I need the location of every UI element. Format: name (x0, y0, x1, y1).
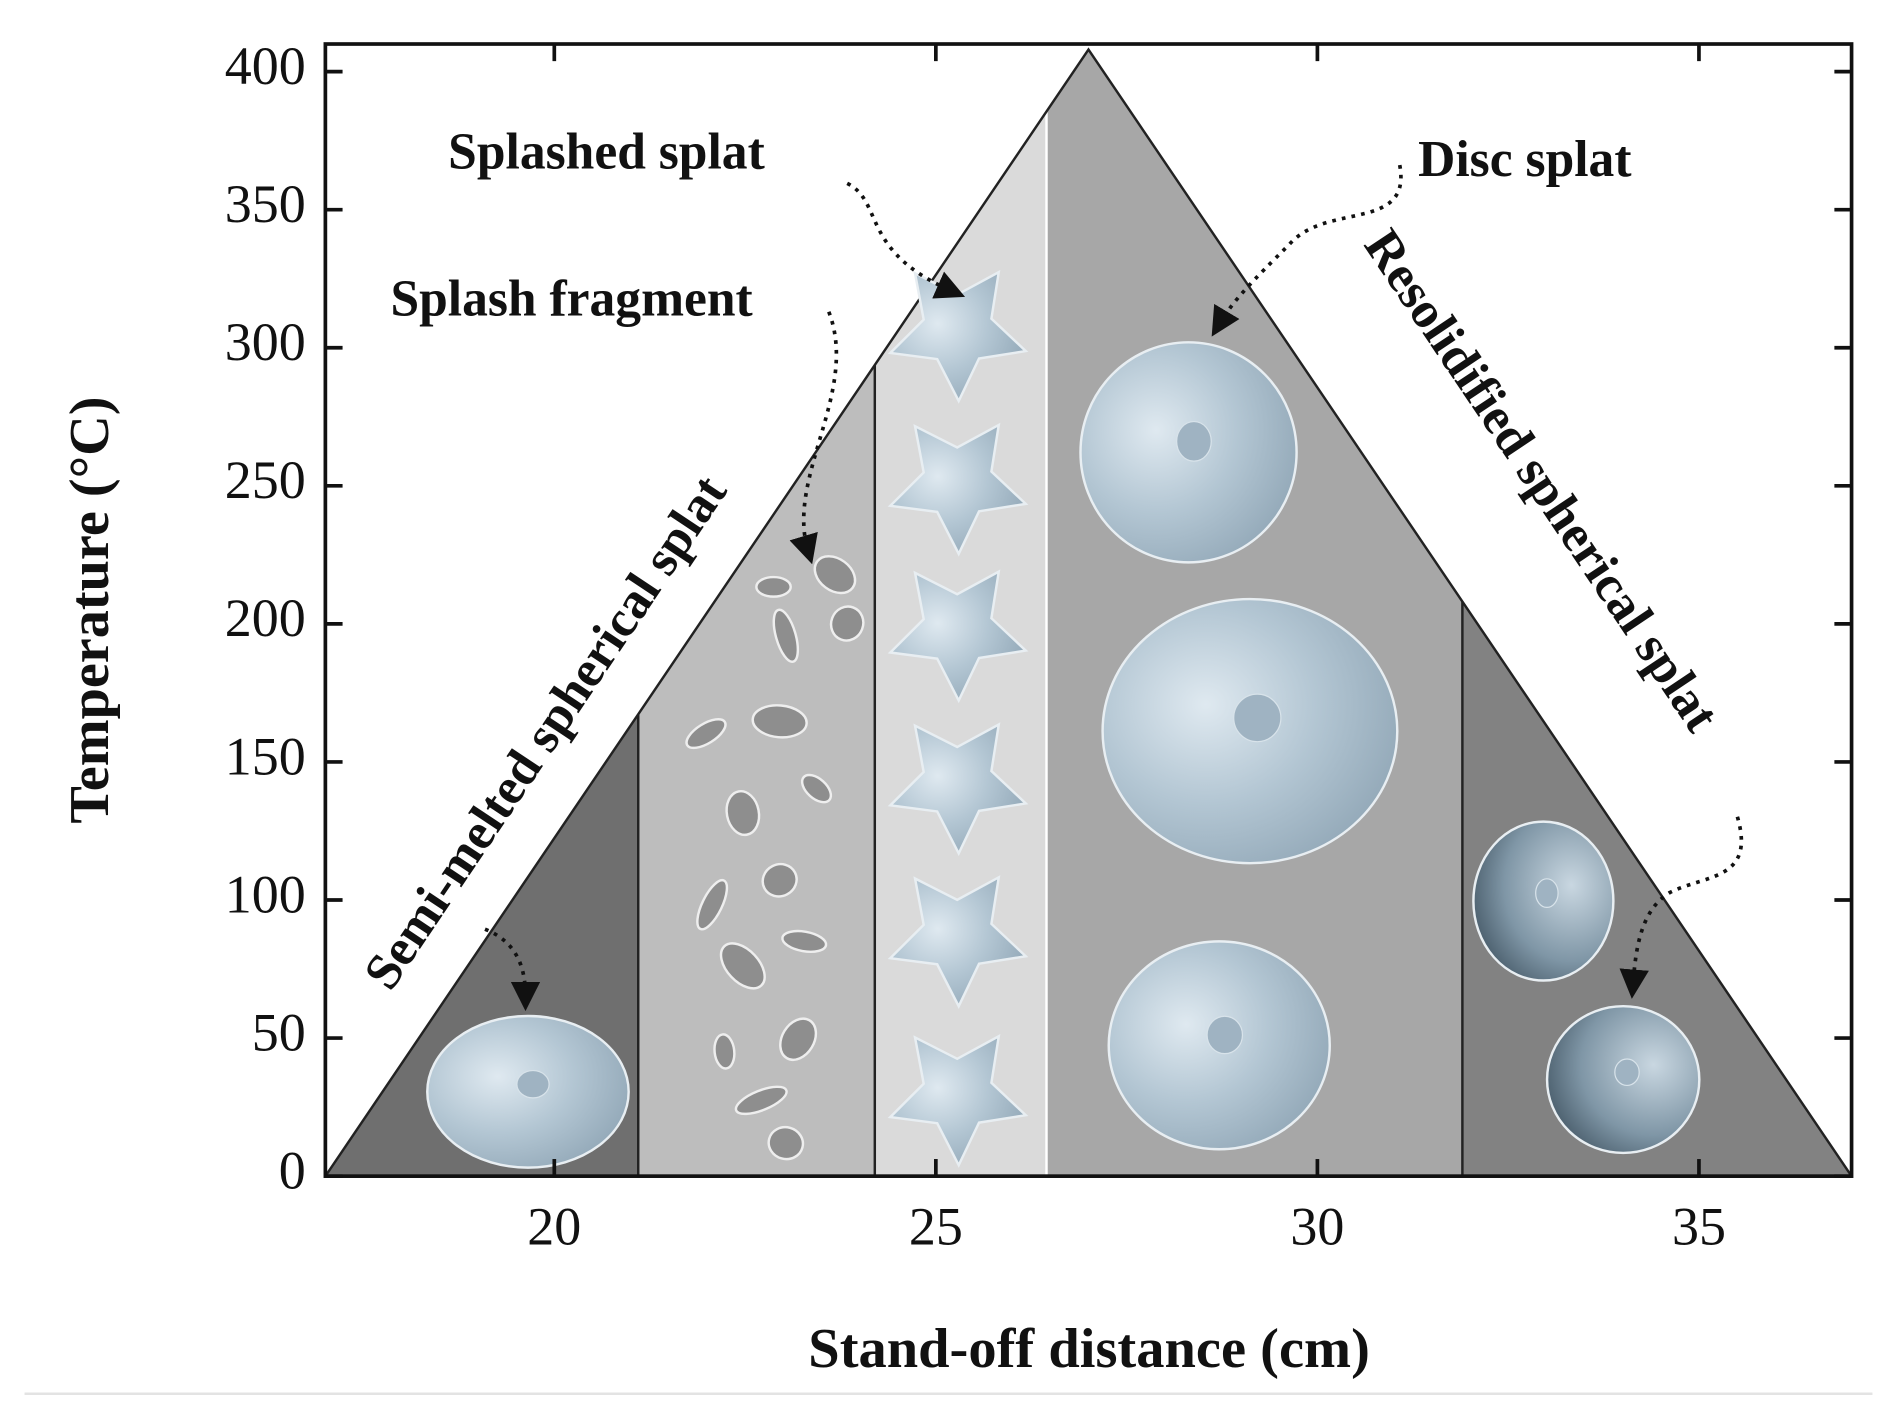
splash-fragment (719, 942, 766, 990)
splashed-splat (887, 422, 1029, 557)
splash-fragment (696, 878, 729, 931)
y-tick-label: 300 (225, 312, 306, 372)
y-tick-label: 400 (225, 36, 306, 96)
arrow (1211, 164, 1403, 337)
splashed-splat (887, 875, 1029, 1009)
y-axis-title: Temperature (°C) (59, 397, 121, 824)
splash-fragment (767, 1125, 805, 1161)
splash-fragment (781, 929, 828, 953)
splash-fragment (772, 608, 800, 663)
annotation: Splashed splat (448, 124, 765, 181)
annotation: Disc splat (1418, 131, 1631, 188)
y-tick-label: 200 (225, 588, 306, 648)
splash-fragment (734, 1085, 788, 1116)
plot-frame (323, 42, 1854, 1178)
splash-fragment (725, 789, 761, 837)
splash-fragment (685, 718, 727, 750)
splat-core (1206, 1015, 1244, 1055)
splash-fragment (713, 1033, 736, 1070)
splash-fragment (800, 773, 833, 804)
annotation: Splash fragment (390, 271, 752, 328)
arrows (484, 164, 1744, 1012)
x-tick-label: 30 (1290, 1197, 1344, 1257)
region (638, 364, 875, 1177)
triangle-outline (324, 47, 1853, 1177)
splat-core (1233, 693, 1282, 743)
arrow (1619, 816, 1744, 999)
splashed-splat (887, 569, 1029, 704)
splat-core (1614, 1058, 1640, 1087)
splat-core (516, 1069, 550, 1099)
x-tick-label: 35 (1672, 1197, 1726, 1257)
arrow (789, 311, 839, 565)
splash-fragment (829, 605, 865, 642)
splash-fragment (755, 575, 792, 598)
splashed-splat (887, 269, 1029, 404)
splash-fragment (779, 1017, 818, 1062)
arrow (484, 927, 541, 1012)
y-tick-label: 100 (225, 864, 306, 924)
x-tick-label: 25 (909, 1197, 963, 1257)
splashed-splat (887, 722, 1029, 857)
y-tick-label: 350 (225, 174, 306, 234)
y-tick-label: 250 (225, 450, 306, 510)
splat-core (1535, 878, 1559, 909)
x-tick-label: 20 (527, 1197, 581, 1257)
y-tick-label: 50 (252, 1003, 306, 1063)
splashed-splat (887, 1034, 1029, 1168)
x-axis-title: Stand-off distance (cm) (808, 1318, 1370, 1380)
splat-core (1176, 420, 1212, 462)
y-tick-label: 0 (279, 1141, 306, 1201)
y-tick-label: 150 (225, 726, 306, 786)
splash-fragment (751, 704, 808, 739)
splash-fragment (761, 862, 798, 898)
splat-illustrations (426, 269, 1701, 1169)
